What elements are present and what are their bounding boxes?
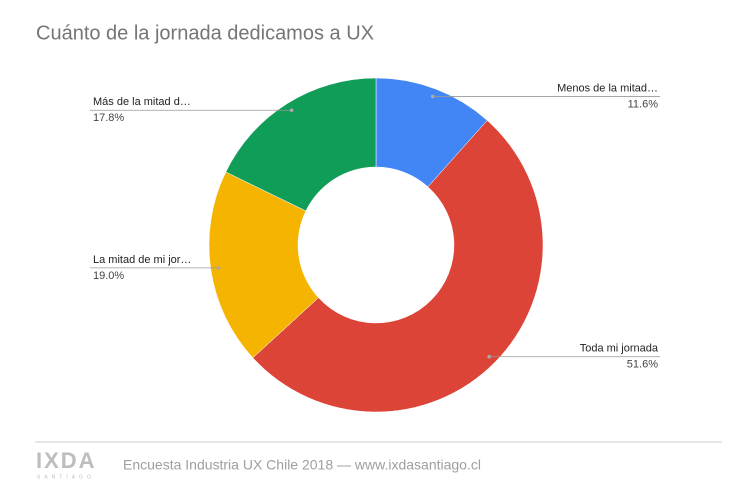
leader-dot (430, 94, 435, 99)
slice-value-label: 17.8% (93, 112, 124, 124)
slice-label: Toda mi jornada (580, 343, 659, 355)
donut-slice (225, 77, 377, 212)
slice-label: Menos de la mitad… (557, 82, 658, 94)
footer-logo: IXDA (36, 448, 97, 473)
leader-dot (487, 354, 491, 359)
leader-dot (216, 266, 221, 270)
slice-value-label: 51.6% (627, 359, 658, 371)
footer-text: Encuesta Industria UX Chile 2018 — www.i… (123, 457, 481, 473)
donut-slice (208, 171, 319, 359)
chart-title: Cuánto de la jornada dedicamos a UX (36, 22, 374, 44)
donut-slice (252, 120, 544, 413)
slice-value-label: 11.6% (628, 98, 659, 110)
footer-logo-sub: SANTIAGO (37, 474, 95, 480)
leader-dot (289, 108, 294, 113)
slice-label: Más de la mitad d… (93, 96, 191, 108)
slice-value-label: 19.0% (93, 270, 124, 282)
slice-label: La mitad de mi jor… (93, 254, 191, 266)
